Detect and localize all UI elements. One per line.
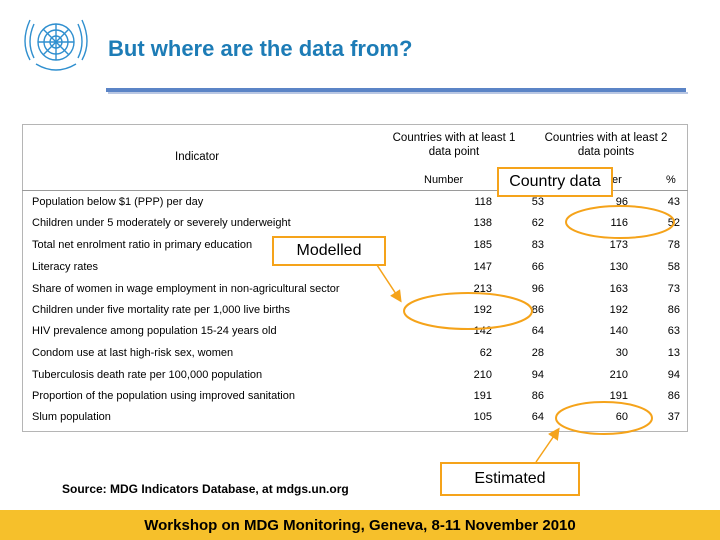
row-count-1: 138 bbox=[473, 217, 492, 229]
row-indicator: Slum population bbox=[32, 411, 111, 423]
row-pct-1: 94 bbox=[531, 369, 544, 381]
row-count-1: 213 bbox=[473, 283, 492, 295]
row-count-2: 163 bbox=[609, 283, 628, 295]
row-count-1: 62 bbox=[479, 347, 492, 359]
row-count-2: 140 bbox=[609, 325, 628, 337]
table-row: Slum population 105 64 60 37 bbox=[32, 411, 682, 427]
table-row: Population below $1 (PPP) per day 118 53 96… bbox=[32, 196, 682, 212]
row-count-2: 116 bbox=[610, 217, 628, 229]
row-pct-1: 66 bbox=[531, 261, 544, 273]
row-pct-1: 64 bbox=[531, 411, 544, 423]
table-row: Proportion of the population using impro… bbox=[32, 390, 682, 406]
header-group-2: Countries with at least 2 data points bbox=[544, 132, 668, 158]
slide-title: But where are the data from? bbox=[108, 36, 413, 61]
row-count-2: 192 bbox=[609, 304, 628, 316]
callout-modelled: Modelled bbox=[272, 236, 386, 266]
row-count-1: 147 bbox=[473, 261, 492, 273]
footer-bar: Workshop on MDG Monitoring, Geneva, 8-11… bbox=[0, 510, 720, 540]
row-count-2: 210 bbox=[609, 369, 628, 381]
row-indicator: Total net enrolment ratio in primary edu… bbox=[32, 239, 253, 251]
row-pct-2: 86 bbox=[667, 390, 680, 402]
table-row: Children under five mortality rate per 1… bbox=[32, 304, 682, 320]
row-indicator: Children under five mortality rate per 1… bbox=[32, 304, 291, 316]
table-row: Tuberculosis death rate per 100,000 popu… bbox=[32, 369, 682, 385]
row-pct-1: 83 bbox=[531, 239, 544, 251]
row-pct-2: 78 bbox=[667, 239, 680, 251]
row-pct-1: 53 bbox=[531, 196, 544, 208]
row-indicator: Proportion of the population using impro… bbox=[32, 390, 295, 402]
row-count-2: 96 bbox=[615, 196, 628, 208]
row-count-1: 142 bbox=[473, 325, 492, 337]
row-pct-2: 86 bbox=[667, 304, 680, 316]
row-pct-2: 94 bbox=[667, 369, 680, 381]
subheader-number: Number bbox=[424, 174, 464, 186]
row-pct-1: 64 bbox=[531, 325, 544, 337]
row-indicator: Tuberculosis death rate per 100,000 popu… bbox=[32, 369, 263, 381]
row-count-2: 173 bbox=[609, 239, 628, 251]
row-indicator: HIV prevalence among population 15-24 ye… bbox=[32, 325, 277, 337]
header-divider bbox=[22, 190, 688, 191]
row-count-1: 210 bbox=[473, 369, 492, 381]
row-pct-1: 96 bbox=[531, 283, 544, 295]
table-row: Condom use at last high-risk sex, women 6… bbox=[32, 347, 682, 363]
header-indicator: Indicator bbox=[175, 151, 220, 163]
row-count-1: 118 bbox=[474, 196, 492, 208]
row-pct-2: 43 bbox=[667, 196, 680, 208]
table-row: HIV prevalence among population 15-24 ye… bbox=[32, 325, 682, 341]
row-indicator: Population below $1 (PPP) per day bbox=[32, 196, 204, 208]
un-emblem-icon bbox=[16, 10, 96, 80]
row-indicator: Condom use at last high-risk sex, women bbox=[32, 347, 234, 359]
row-pct-1: 86 bbox=[531, 304, 544, 316]
row-pct-2: 52 bbox=[667, 217, 680, 229]
source-note: Source: MDG Indicators Database, at mdgs… bbox=[62, 482, 349, 496]
data-table-frame bbox=[22, 124, 688, 432]
callout-estimated: Estimated bbox=[440, 462, 580, 496]
subheader-percent: % bbox=[666, 174, 676, 186]
row-count-1: 105 bbox=[473, 411, 492, 423]
row-count-2: 130 bbox=[609, 261, 628, 273]
row-count-2: 191 bbox=[609, 390, 628, 402]
row-pct-2: 58 bbox=[667, 261, 680, 273]
header-group-1: Countries with at least 1 data point bbox=[392, 132, 516, 158]
title-rule-shadow bbox=[108, 92, 688, 94]
row-indicator: Children under 5 moderately or severely … bbox=[32, 217, 291, 229]
arrow-estimated bbox=[535, 427, 560, 463]
row-count-1: 185 bbox=[473, 239, 492, 251]
table-row: Share of women in wage employment in non… bbox=[32, 283, 682, 299]
table-row: Children under 5 moderately or severely … bbox=[32, 217, 682, 233]
title-rule bbox=[106, 88, 686, 92]
row-pct-1: 86 bbox=[531, 390, 544, 402]
row-pct-2: 73 bbox=[667, 283, 680, 295]
table-row: Literacy rates 147 66 130 58 bbox=[32, 261, 682, 277]
row-pct-1: 28 bbox=[531, 347, 544, 359]
row-pct-2: 63 bbox=[667, 325, 680, 337]
row-indicator: Share of women in wage employment in non… bbox=[32, 283, 340, 295]
row-count-1: 192 bbox=[473, 304, 492, 316]
row-pct-1: 62 bbox=[531, 217, 544, 229]
row-count-2: 30 bbox=[615, 347, 628, 359]
row-count-2: 60 bbox=[615, 411, 628, 423]
row-pct-2: 37 bbox=[667, 411, 680, 423]
table-row: Total net enrolment ratio in primary edu… bbox=[32, 239, 682, 255]
footer-text: Workshop on MDG Monitoring, Geneva, 8-11… bbox=[144, 517, 576, 534]
subheader-number-2: er bbox=[612, 174, 622, 186]
row-count-1: 191 bbox=[473, 390, 492, 402]
row-pct-2: 13 bbox=[667, 347, 680, 359]
callout-country-data: Country data bbox=[497, 167, 613, 197]
row-indicator: Literacy rates bbox=[32, 261, 99, 273]
